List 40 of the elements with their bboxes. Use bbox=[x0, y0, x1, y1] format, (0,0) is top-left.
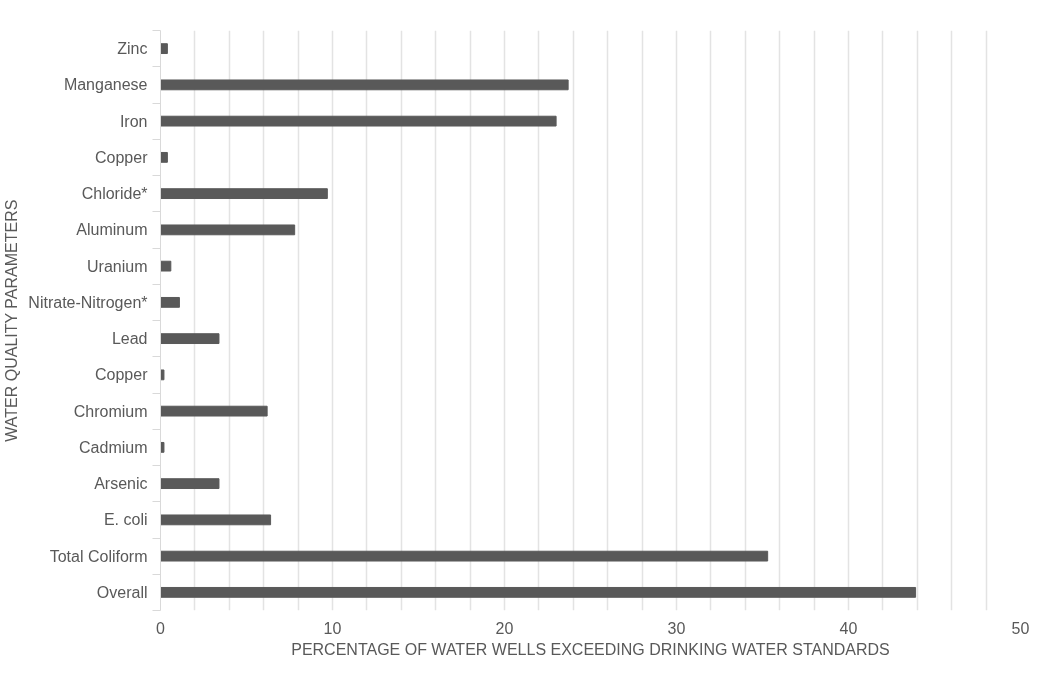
bar bbox=[160, 478, 220, 490]
bar bbox=[160, 224, 296, 236]
y-tick-label: E. coli bbox=[103, 511, 148, 529]
y-axis-title: WATER QUALITY PARAMETERS bbox=[3, 199, 21, 442]
x-tick-label: 20 bbox=[495, 619, 514, 637]
bar bbox=[160, 43, 168, 55]
y-tick-label: Nitrate-Nitrogen* bbox=[28, 293, 148, 311]
bar bbox=[160, 79, 569, 91]
y-tick-label: Arsenic bbox=[94, 475, 148, 493]
x-tick-label: 50 bbox=[1011, 619, 1030, 637]
y-tick-label: Copper bbox=[95, 148, 149, 166]
y-tick-label: Overall bbox=[96, 583, 148, 601]
bar bbox=[160, 296, 180, 308]
y-tick-label: Copper bbox=[95, 366, 149, 384]
bar bbox=[160, 151, 168, 163]
bar bbox=[160, 260, 172, 272]
x-tick-label: 0 bbox=[156, 619, 166, 637]
y-tick-label: Uranium bbox=[87, 257, 148, 275]
y-tick-label: Chloride* bbox=[81, 185, 148, 203]
bar bbox=[160, 369, 165, 381]
y-tick-label: Iron bbox=[119, 112, 148, 130]
bar bbox=[160, 550, 769, 562]
bar bbox=[160, 188, 328, 200]
bar bbox=[160, 405, 268, 417]
y-tick-label: Cadmium bbox=[79, 438, 148, 456]
bar bbox=[160, 514, 272, 526]
bar bbox=[160, 441, 165, 453]
bar bbox=[160, 115, 557, 127]
y-tick-label: Chromium bbox=[73, 402, 148, 420]
x-tick-label: 40 bbox=[839, 619, 858, 637]
bar bbox=[160, 333, 220, 345]
bar bbox=[160, 586, 917, 598]
x-axis-title: PERCENTAGE OF WATER WELLS EXCEEDING DRINKING WATER STANDARDS bbox=[291, 640, 890, 658]
x-tick-label: 10 bbox=[323, 619, 342, 637]
y-tick-label: Zinc bbox=[117, 40, 148, 58]
x-tick-label: 30 bbox=[667, 619, 686, 637]
y-tick-label: Lead bbox=[111, 330, 148, 348]
y-tick-label: Manganese bbox=[63, 76, 148, 94]
y-tick-label: Aluminum bbox=[76, 221, 148, 239]
y-tick-label: Total Coliform bbox=[49, 547, 148, 565]
